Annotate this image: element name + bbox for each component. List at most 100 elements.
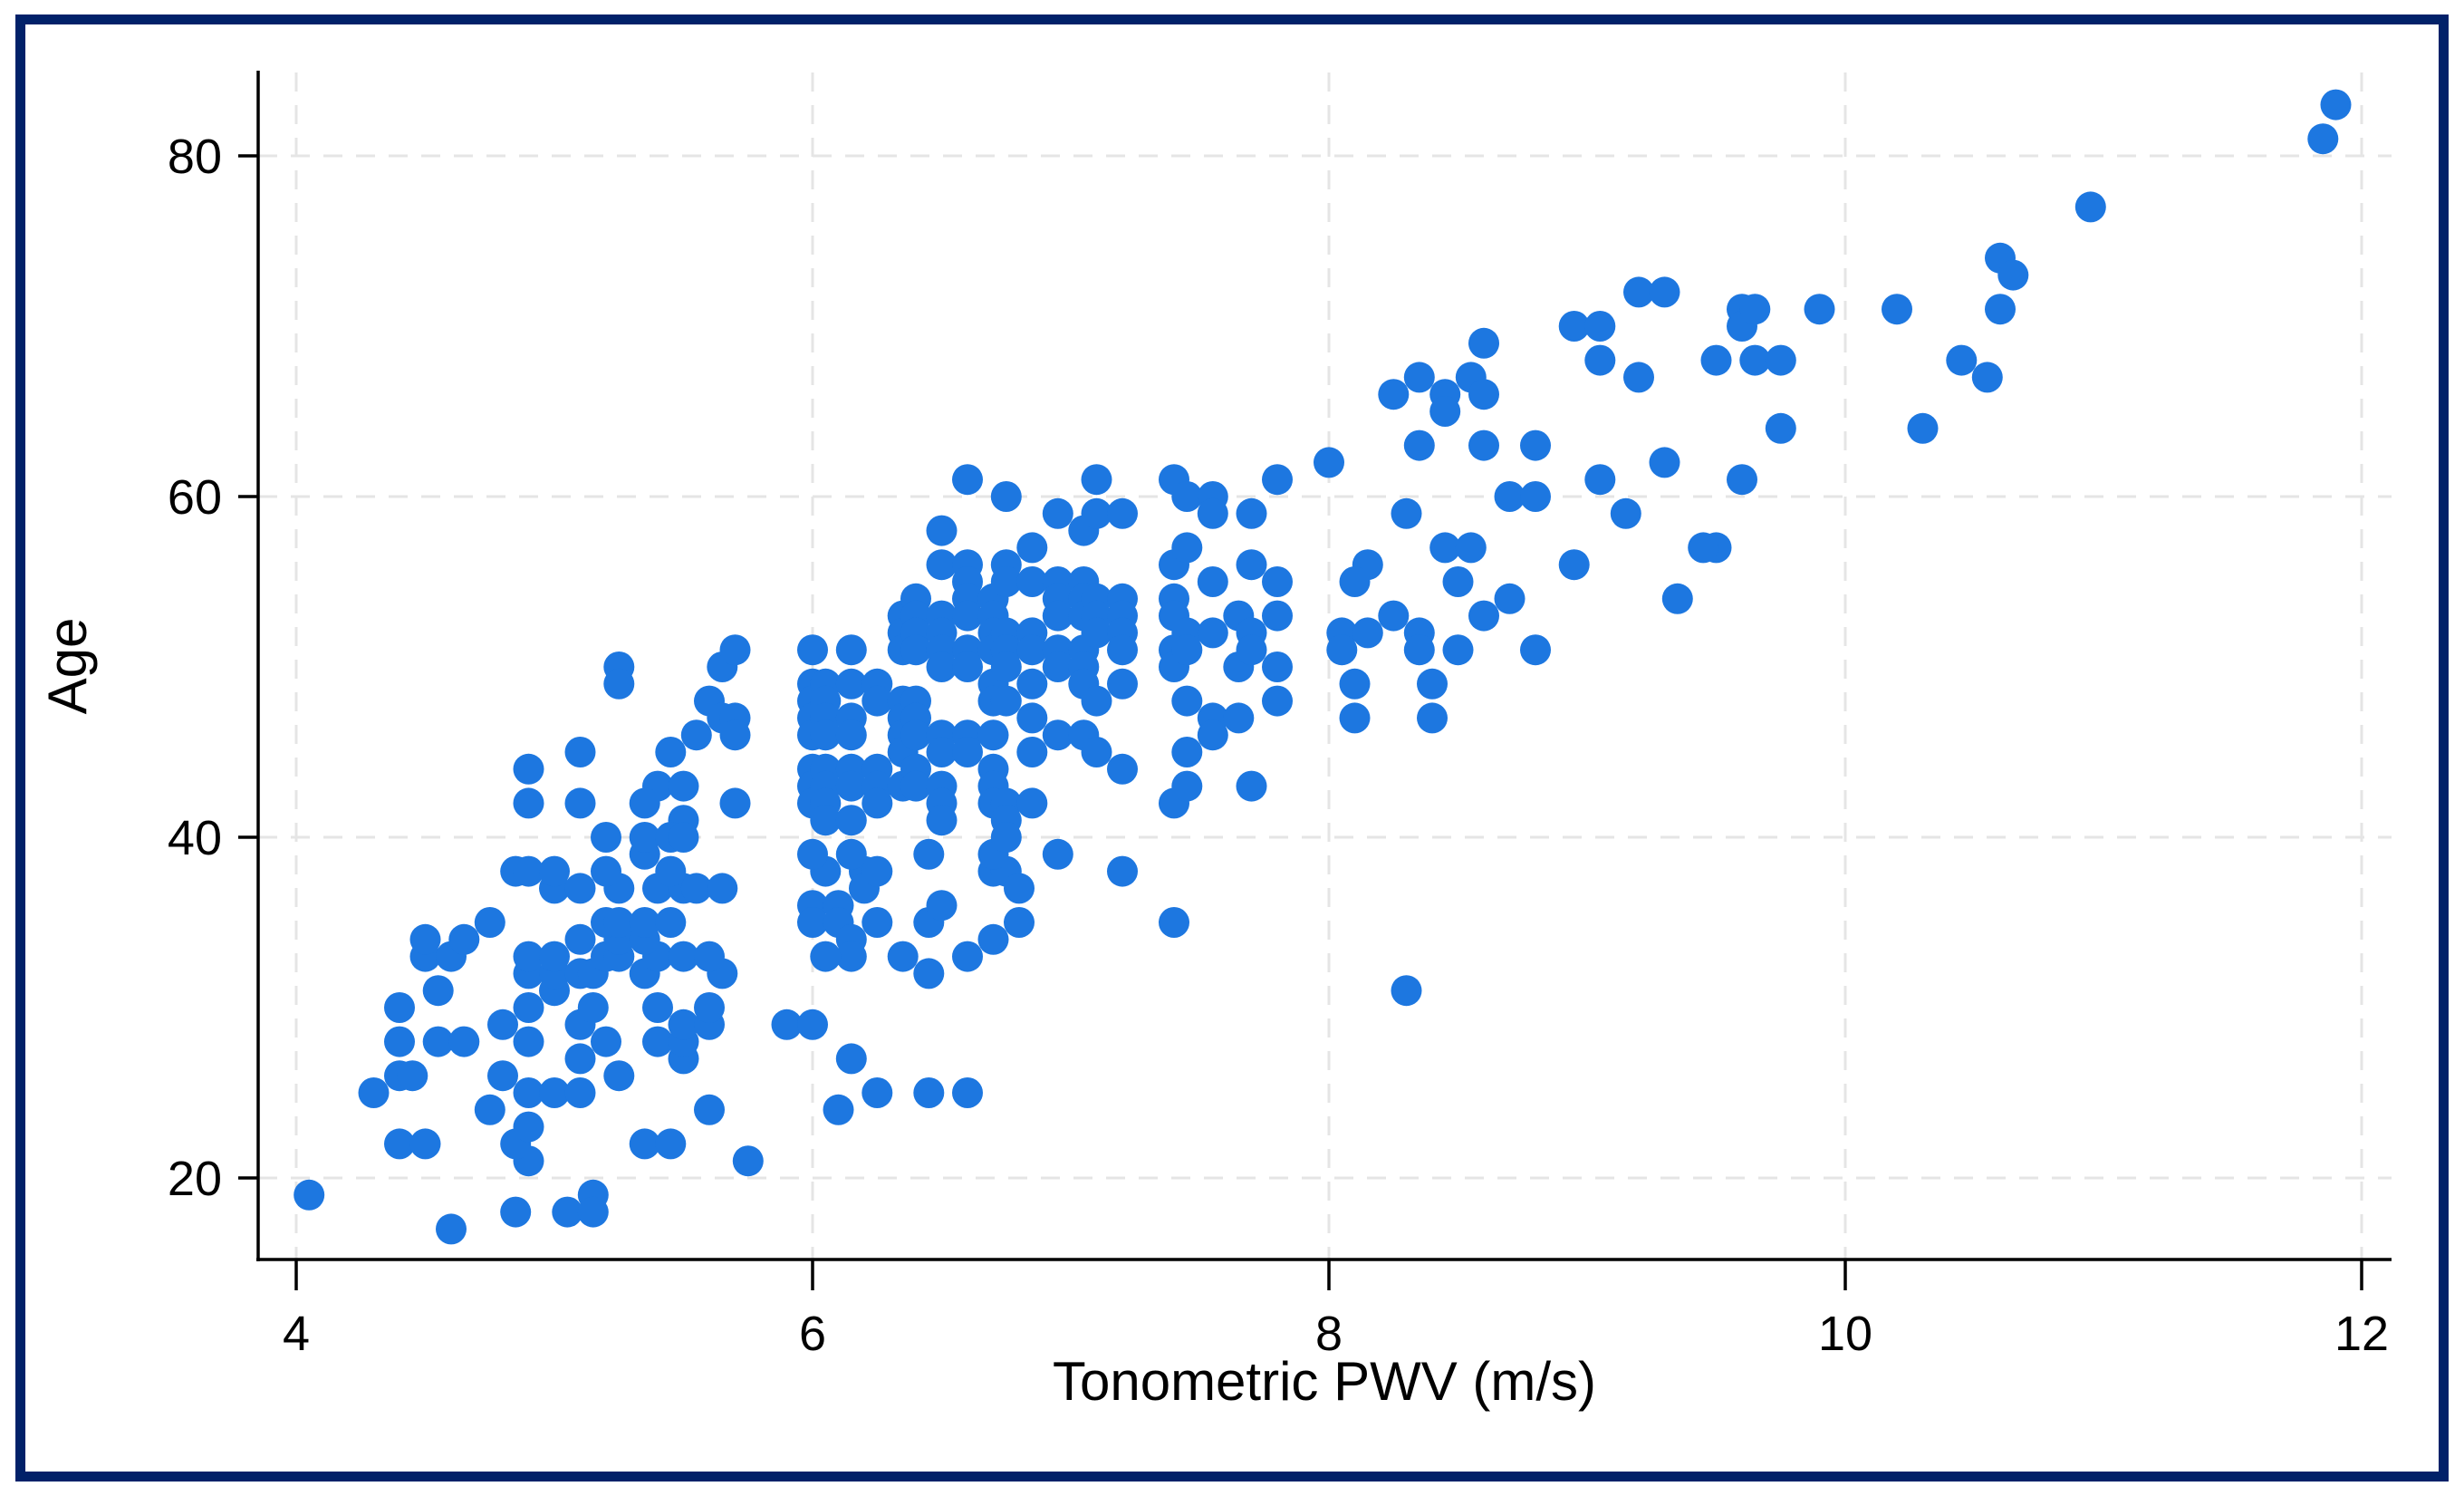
data-point — [719, 719, 751, 751]
data-point — [358, 1077, 390, 1108]
data-point — [694, 992, 725, 1023]
tick-marks — [238, 154, 2363, 1290]
data-point — [926, 515, 958, 546]
data-point — [1081, 617, 1112, 649]
data-point — [513, 1077, 544, 1108]
data-point — [1455, 532, 1487, 564]
data-point — [539, 941, 570, 972]
data-point — [1403, 429, 1435, 461]
data-point — [2074, 191, 2106, 223]
data-point — [384, 992, 415, 1023]
data-point — [810, 719, 842, 751]
data-point — [732, 1145, 764, 1177]
data-point — [1107, 634, 1138, 666]
data-point — [668, 941, 699, 972]
x-tick-label: 12 — [2334, 1307, 2389, 1361]
data-point — [1520, 634, 1551, 666]
data-point — [861, 907, 893, 938]
data-point — [629, 1128, 660, 1160]
data-point — [1403, 634, 1435, 666]
data-point — [1107, 753, 1138, 785]
data-point — [1442, 634, 1474, 666]
y-tick-labels: 20 40 60 80 — [168, 130, 222, 1206]
data-point — [422, 1026, 454, 1057]
data-point — [513, 1111, 544, 1143]
data-point — [448, 1026, 480, 1057]
data-point — [655, 737, 687, 767]
data-point — [1016, 668, 1048, 700]
data-point — [1171, 685, 1203, 717]
data-point — [913, 958, 945, 989]
data-point — [500, 1196, 532, 1228]
data-point — [1081, 464, 1112, 496]
data-point — [1339, 668, 1371, 700]
data-point — [719, 787, 751, 819]
data-point — [1429, 532, 1461, 564]
y-tick-label: 20 — [168, 1152, 222, 1206]
data-point — [694, 1094, 725, 1125]
data-point — [835, 668, 867, 700]
data-point — [513, 855, 544, 887]
data-point — [1649, 447, 1680, 478]
data-point — [1468, 600, 1499, 632]
data-point — [474, 1094, 505, 1125]
data-point — [1262, 600, 1293, 632]
x-tick-labels: 4 6 8 10 12 — [283, 1307, 2389, 1361]
data-point — [591, 1026, 621, 1057]
data-point — [642, 992, 673, 1023]
data-point — [719, 634, 751, 666]
data-point — [1223, 702, 1255, 734]
data-point — [1339, 702, 1371, 734]
data-point — [1558, 311, 1590, 342]
data-point — [655, 1128, 687, 1160]
data-point — [552, 1196, 583, 1228]
data-point — [861, 1077, 893, 1108]
data-point — [1236, 549, 1267, 581]
data-point — [668, 770, 699, 802]
data-point — [1882, 294, 1912, 325]
data-point — [564, 1077, 596, 1108]
data-point — [1378, 600, 1410, 632]
data-point — [1081, 685, 1112, 717]
data-point — [823, 1094, 854, 1125]
data-point — [1042, 651, 1073, 682]
data-point — [422, 975, 454, 1007]
data-point — [952, 600, 983, 632]
data-point — [1997, 259, 2029, 291]
data-point — [1171, 634, 1203, 666]
data-point — [474, 907, 505, 938]
data-point — [1739, 344, 1771, 376]
data-point — [1171, 481, 1203, 512]
data-point — [1339, 566, 1371, 597]
data-point — [642, 1026, 673, 1057]
data-point — [629, 907, 660, 938]
y-axis-title: Age — [37, 618, 98, 715]
data-point — [797, 838, 828, 870]
data-point — [1314, 447, 1344, 478]
data-point — [629, 787, 660, 819]
data-point — [487, 1060, 518, 1092]
data-point — [1468, 429, 1499, 461]
data-point — [835, 719, 867, 751]
data-point — [294, 1179, 325, 1211]
data-point — [861, 787, 893, 819]
data-point — [1804, 294, 1835, 325]
data-point — [1494, 583, 1526, 614]
data-point — [1649, 276, 1680, 308]
data-point — [591, 822, 621, 853]
data-point — [487, 1009, 518, 1040]
data-point — [2320, 89, 2352, 121]
data-point — [990, 651, 1022, 682]
data-point — [990, 566, 1022, 597]
x-tick-label: 10 — [1818, 1307, 1872, 1361]
data-point — [1171, 770, 1203, 802]
data-point — [1391, 975, 1422, 1007]
data-point — [1004, 873, 1035, 904]
data-point — [513, 753, 544, 785]
data-point — [1971, 362, 2003, 393]
data-point — [655, 855, 687, 887]
data-point — [655, 907, 687, 938]
data-point — [629, 822, 660, 853]
data-point — [577, 992, 609, 1023]
